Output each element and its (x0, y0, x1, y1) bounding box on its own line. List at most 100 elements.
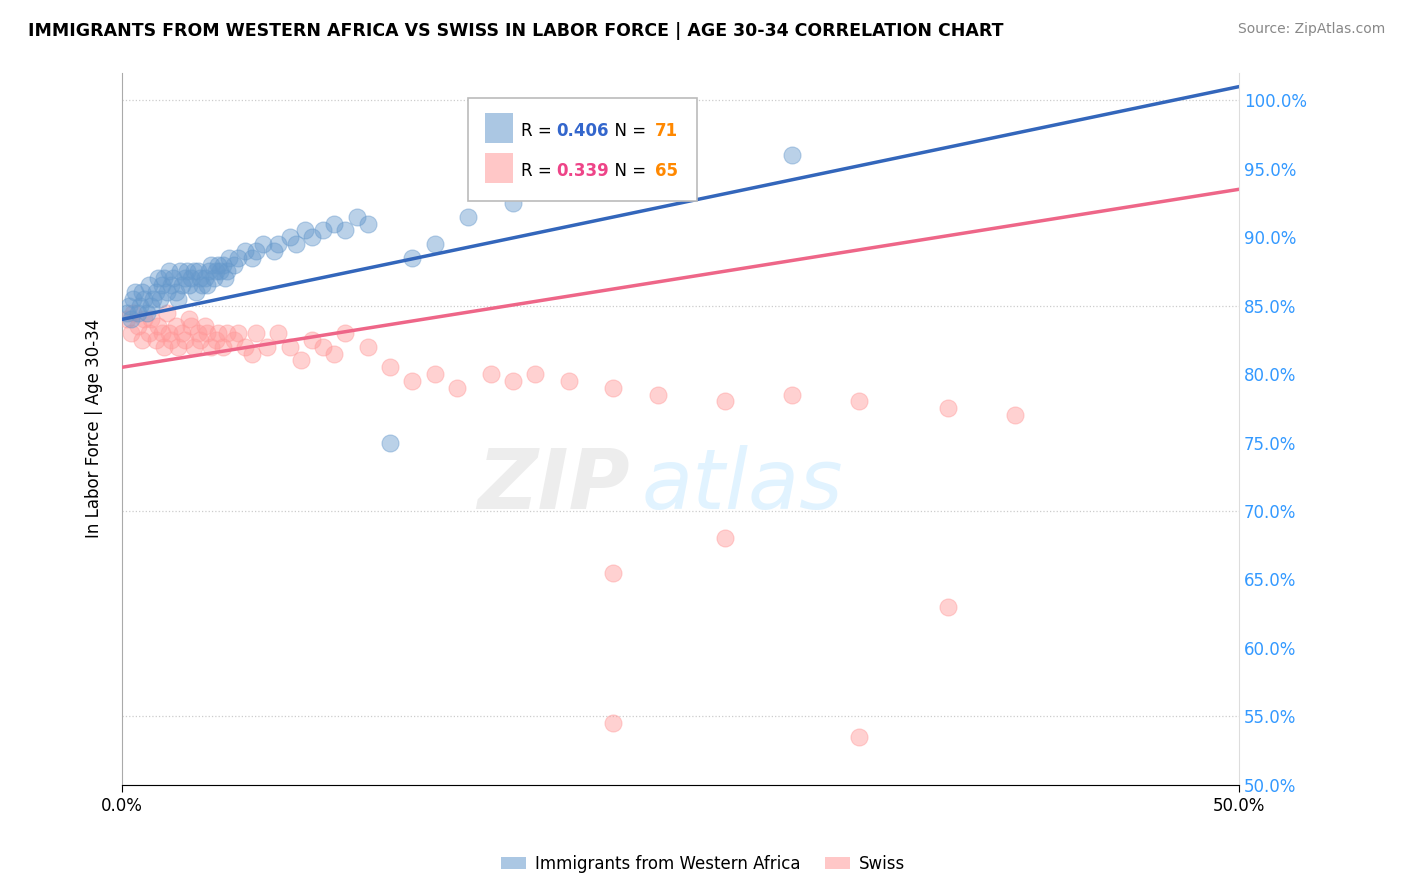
Text: R =: R = (520, 162, 557, 180)
Point (183, 340, 205, 354)
Point (115, 305, 138, 319)
Point (256, 340, 278, 354)
Point (183, 264, 205, 278)
Point (176, 264, 198, 278)
Point (169, 264, 191, 278)
Point (323, 217, 346, 231)
Point (200, 258, 222, 272)
Point (120, 312, 142, 326)
Point (138, 326, 160, 340)
Point (195, 326, 218, 340)
Point (194, 319, 217, 334)
Point (218, 251, 240, 265)
Text: R =: R = (520, 122, 557, 140)
Point (278, 340, 301, 354)
Point (457, 210, 479, 224)
Point (180, 271, 202, 285)
Point (1004, 408, 1026, 422)
Point (647, 387, 669, 401)
Point (290, 353, 312, 368)
Point (207, 326, 229, 340)
Point (602, 381, 624, 395)
Point (848, 394, 870, 409)
Point (524, 367, 547, 381)
Point (780, 387, 803, 401)
Point (714, 394, 737, 409)
Text: ZIP: ZIP (478, 445, 630, 526)
Point (346, 210, 368, 224)
Text: 65: 65 (655, 162, 678, 180)
Point (118, 299, 141, 313)
Point (938, 599, 960, 614)
Point (131, 285, 153, 299)
Point (194, 271, 217, 285)
Point (122, 305, 145, 319)
Point (252, 237, 274, 252)
Point (187, 326, 209, 340)
Point (172, 278, 194, 293)
Point (129, 299, 152, 313)
Point (157, 264, 180, 278)
Point (191, 278, 214, 293)
Point (267, 326, 290, 340)
Point (479, 367, 502, 381)
Text: 0.406: 0.406 (557, 122, 609, 140)
Point (153, 340, 176, 354)
Point (124, 285, 146, 299)
Point (423, 237, 446, 252)
Point (167, 340, 190, 354)
Point (150, 326, 173, 340)
Point (177, 312, 200, 326)
Point (156, 305, 179, 319)
Point (173, 333, 195, 347)
Point (150, 278, 173, 293)
Point (294, 223, 316, 237)
Text: 71: 71 (655, 122, 678, 140)
Text: N =: N = (605, 122, 652, 140)
Point (335, 223, 357, 237)
Point (187, 264, 209, 278)
Point (165, 285, 187, 299)
Text: atlas: atlas (641, 445, 844, 526)
Point (135, 305, 157, 319)
FancyBboxPatch shape (468, 98, 697, 201)
Point (301, 230, 323, 244)
Point (502, 196, 524, 211)
Point (122, 292, 145, 306)
Point (240, 251, 263, 265)
Point (278, 230, 301, 244)
Point (558, 374, 581, 388)
Point (215, 264, 238, 278)
Point (115, 312, 138, 326)
Point (202, 271, 225, 285)
Point (177, 278, 200, 293)
Point (423, 367, 446, 381)
Point (602, 566, 624, 580)
Point (357, 217, 380, 231)
Point (780, 148, 803, 162)
Point (285, 237, 308, 252)
Text: IMMIGRANTS FROM WESTERN AFRICA VS SWISS IN LABOR FORCE | AGE 30-34 CORRELATION C: IMMIGRANTS FROM WESTERN AFRICA VS SWISS … (28, 22, 1004, 40)
Point (335, 326, 357, 340)
Point (153, 271, 176, 285)
Point (156, 285, 179, 299)
Point (188, 333, 211, 347)
Point (446, 381, 468, 395)
Point (401, 251, 423, 265)
Point (263, 244, 285, 258)
Point (127, 305, 149, 319)
Point (160, 278, 183, 293)
Point (167, 292, 190, 306)
Point (378, 435, 401, 450)
Point (938, 401, 960, 416)
Point (180, 319, 202, 334)
Point (323, 346, 346, 360)
Point (131, 333, 153, 347)
Point (205, 333, 228, 347)
Point (245, 326, 267, 340)
Point (267, 237, 290, 252)
Point (222, 258, 245, 272)
Point (245, 244, 267, 258)
Point (157, 326, 180, 340)
Point (198, 264, 221, 278)
